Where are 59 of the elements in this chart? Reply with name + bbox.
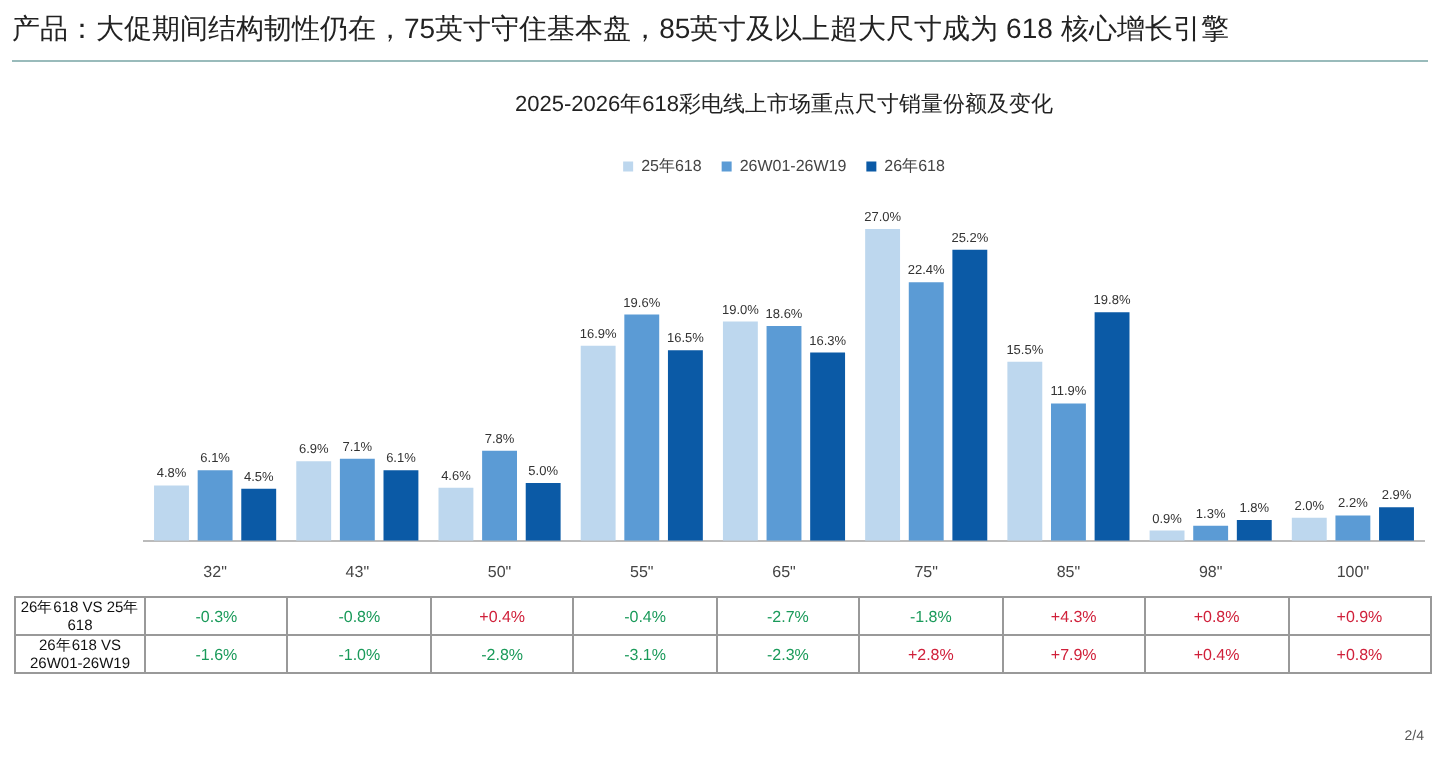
- text: +0.4%: [1145, 635, 1288, 673]
- bar: [482, 450, 517, 541]
- bar: [1149, 530, 1185, 541]
- legend-label: 25年618: [641, 156, 703, 175]
- bar: [952, 249, 988, 541]
- text: -2.3%: [716, 635, 860, 673]
- bar: [1051, 403, 1086, 541]
- text: +7.9%: [1002, 635, 1146, 673]
- chart-title: 产品：大促期间结构韧性仍在，75英寸守住基本盘，85英寸及以上超大尺寸成为 618 核心增长引擎: [12, 10, 1231, 48]
- bar: [296, 461, 332, 541]
- legend-label: 26年618: [884, 156, 946, 175]
- text: -1.8%: [859, 597, 1003, 635]
- bar: [438, 487, 474, 541]
- x-tick-label: 85": [1056, 562, 1081, 581]
- bar: [624, 314, 660, 541]
- text: +2.8%: [859, 635, 1003, 673]
- bar: [580, 345, 616, 541]
- bar: [154, 485, 189, 541]
- bar: [1193, 525, 1229, 541]
- bar: [667, 350, 703, 541]
- bar: [722, 321, 758, 541]
- chart-subtitle: 2025-2026年618彩电线上市场重点尺寸销量份额及变化: [515, 91, 1053, 118]
- text: +0.8%: [1145, 597, 1288, 635]
- bar: [241, 488, 277, 541]
- text: -2.8%: [430, 635, 574, 673]
- bar: [1236, 520, 1272, 541]
- bar: [1379, 507, 1414, 541]
- bar: [810, 352, 846, 541]
- text: -0.4%: [573, 597, 717, 635]
- text: -2.7%: [716, 597, 860, 635]
- x-tick-label: 32": [203, 562, 228, 581]
- bar: [525, 483, 561, 541]
- bar: [1094, 312, 1130, 541]
- text: +0.8%: [1288, 635, 1431, 673]
- text: +0.9%: [1288, 597, 1431, 635]
- x-tick-label: 65": [772, 562, 797, 581]
- text: -1.0%: [287, 635, 431, 673]
- x-tick-label: 98": [1198, 562, 1223, 581]
- bar: [339, 458, 375, 541]
- bar: [197, 470, 233, 541]
- bar: [865, 229, 901, 541]
- text: -1.6%: [145, 635, 288, 673]
- text: -3.1%: [573, 635, 717, 673]
- x-tick-label: 50": [487, 562, 512, 581]
- x-tick-label: 43": [345, 562, 370, 581]
- text: +0.4%: [430, 597, 574, 635]
- bar: [1291, 517, 1327, 541]
- x-tick-label: 55": [630, 562, 654, 581]
- x-tick-label: 100": [1336, 562, 1370, 581]
- text: -0.8%: [287, 597, 431, 635]
- bar: [1007, 361, 1043, 541]
- bar: [383, 470, 419, 541]
- x-tick-label: 75": [914, 562, 939, 581]
- bar: [908, 282, 944, 541]
- bar: [766, 326, 802, 541]
- legend-label: 26W01-26W19: [739, 156, 848, 175]
- bar: [1335, 515, 1371, 541]
- text: -0.3%: [145, 597, 288, 635]
- text: +4.3%: [1002, 597, 1146, 635]
